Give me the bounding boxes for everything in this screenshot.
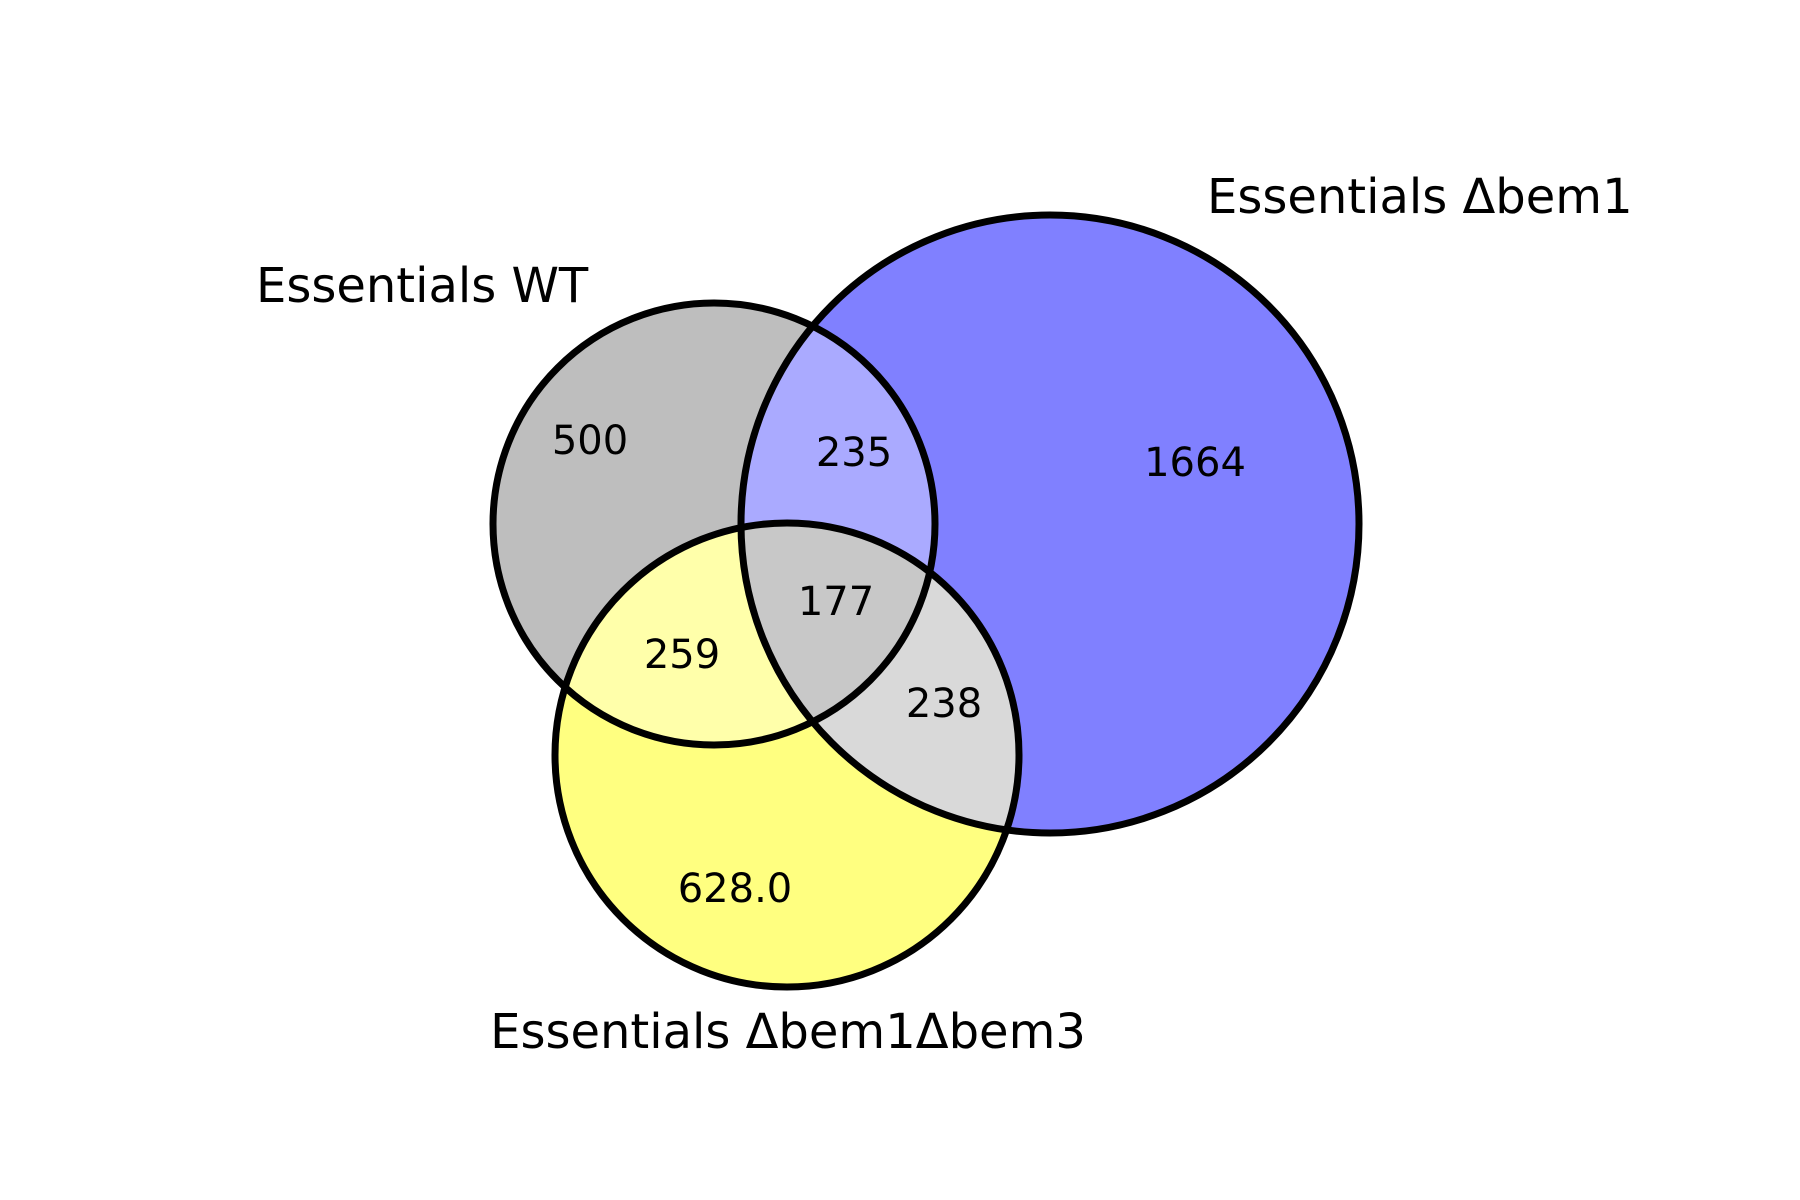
region-count-wt-only: 500 <box>552 418 628 464</box>
set-label-bem1: Essentials Δbem1 <box>1207 169 1633 225</box>
set-label-bem13: Essentials Δbem1Δbem3 <box>490 1004 1086 1060</box>
region-count-wt-bem1: 235 <box>816 430 892 476</box>
set-bem1-outline <box>737 211 1363 837</box>
set-label-wt: Essentials WT <box>256 258 589 314</box>
region-count-bem1-only: 1664 <box>1144 440 1246 486</box>
region-count-bem13-only: 628.0 <box>678 866 793 912</box>
region-count-bem1-bem13: 238 <box>906 681 982 727</box>
set-wt-outline <box>489 299 939 749</box>
region-count-wt-bem13: 259 <box>644 632 720 678</box>
region-count-all-three: 177 <box>798 579 874 625</box>
set-bem13-outline <box>551 519 1023 991</box>
